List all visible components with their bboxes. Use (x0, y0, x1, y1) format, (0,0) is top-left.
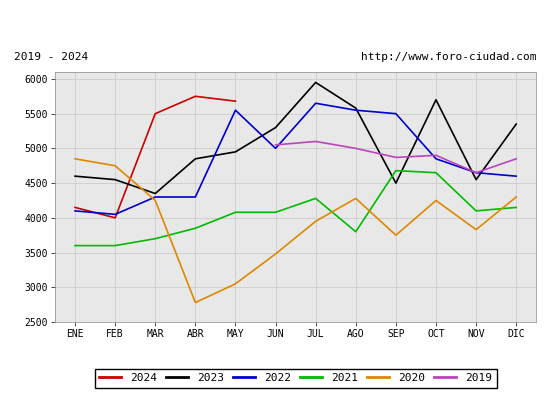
Text: Evolucion Nº Turistas Extranjeros en el municipio de Santa Perpètua de Mogoda: Evolucion Nº Turistas Extranjeros en el … (1, 14, 549, 28)
Legend: 2024, 2023, 2022, 2021, 2020, 2019: 2024, 2023, 2022, 2021, 2020, 2019 (95, 369, 497, 388)
Text: http://www.foro-ciudad.com: http://www.foro-ciudad.com (361, 52, 536, 62)
Text: 2019 - 2024: 2019 - 2024 (14, 52, 88, 62)
